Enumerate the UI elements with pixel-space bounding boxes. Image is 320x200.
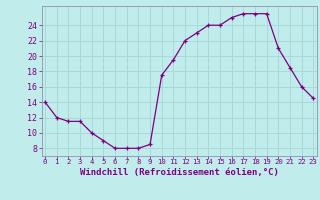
X-axis label: Windchill (Refroidissement éolien,°C): Windchill (Refroidissement éolien,°C) [80,168,279,177]
